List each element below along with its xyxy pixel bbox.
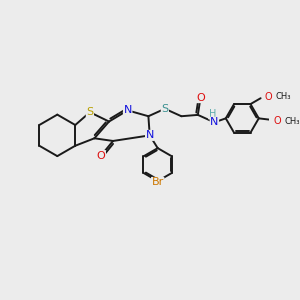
Text: S: S: [86, 107, 93, 117]
Text: O: O: [274, 116, 281, 126]
Text: N: N: [146, 130, 154, 140]
Text: N: N: [124, 105, 132, 116]
Text: CH₃: CH₃: [275, 92, 291, 101]
Text: O: O: [196, 93, 205, 103]
Text: H: H: [208, 109, 216, 119]
Text: Br: Br: [152, 177, 164, 188]
Text: O: O: [97, 151, 105, 160]
Text: S: S: [161, 104, 168, 114]
Text: CH₃: CH₃: [285, 116, 300, 125]
Text: N: N: [210, 117, 218, 127]
Text: O: O: [264, 92, 272, 102]
